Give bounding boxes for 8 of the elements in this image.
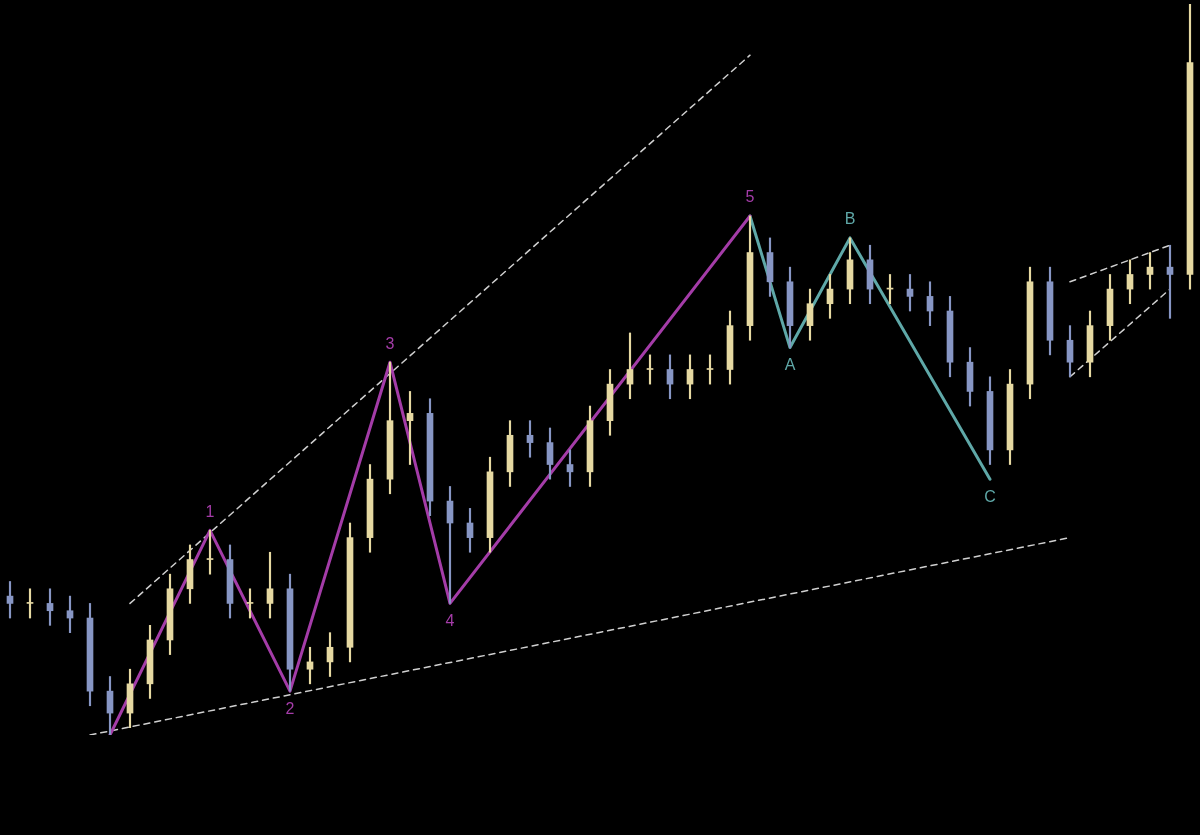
annotation: A <box>784 355 796 373</box>
annotation: B <box>844 210 856 228</box>
annotation: 1 <box>205 502 215 520</box>
annotation: 3 <box>385 334 395 352</box>
annotation: 4 <box>445 611 455 629</box>
annotation: 2 <box>285 699 295 717</box>
annotation: 5 <box>745 188 755 206</box>
annotation: C <box>984 487 996 505</box>
